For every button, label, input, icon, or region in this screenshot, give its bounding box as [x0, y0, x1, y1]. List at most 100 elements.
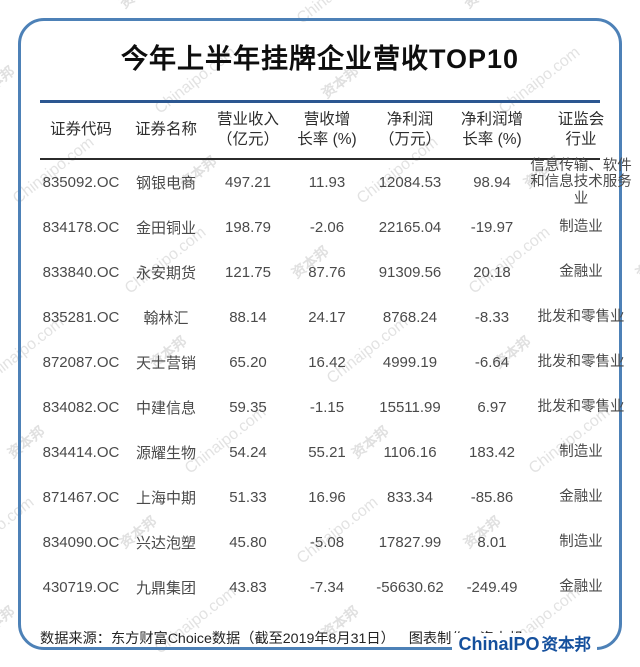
cell-text: -56630.62: [376, 579, 444, 596]
cell-text: 98.94: [473, 174, 511, 191]
column-header: 营收增长率 (%): [290, 105, 364, 155]
column-header-line2: 长率 (%): [462, 131, 522, 148]
cell-profit: 4999.19: [364, 340, 456, 385]
table-row: 871467.OC 上海中期 51.33 16.96 833.34 -85.86 金融业: [36, 475, 634, 520]
chinaipo-logo: ChinaIPO 资本邦: [452, 633, 597, 657]
cell-text: 中建信息: [135, 400, 196, 417]
cell-text: -249.49: [466, 579, 518, 596]
cell-industry: 制造业: [528, 205, 634, 250]
cell-name: 金田铜业: [126, 205, 206, 250]
cell-text: 183.42: [469, 444, 515, 461]
column-header-line1: 证券名称: [134, 120, 197, 138]
cell-name: 上海中期: [126, 475, 206, 520]
cell-text: 51.33: [229, 489, 267, 506]
logo-text-cn: 资本邦: [541, 636, 592, 654]
cell-profit: 833.34: [364, 475, 456, 520]
cell-text: 翰林汇: [143, 310, 189, 327]
cell-text: 834090.OC: [42, 534, 120, 551]
cell-text: 12084.53: [378, 174, 442, 191]
page-title: 今年上半年挂牌企业营收TOP10: [120, 44, 520, 74]
border-frame: 今年上半年挂牌企业营收TOP10 证券代码 证券名称 营业收入 （亿元） 营收增 长率 (…: [18, 18, 632, 657]
table-row: 834082.OC 中建信息 59.35 -1.15 15511.99 6.97 批发和零售…: [36, 385, 634, 430]
column-header: 证监会 行业: [528, 105, 634, 155]
cell-profit-growth: -85.86: [456, 475, 528, 520]
cell-profit-growth: 98.94: [456, 160, 528, 205]
cell-text: 91309.56: [378, 264, 442, 281]
cell-text: 11.93: [308, 174, 346, 191]
cell-revenue-growth: 16.42: [290, 340, 364, 385]
cell-text: 16.96: [308, 489, 346, 506]
cell-revenue-growth: -1.15: [290, 385, 364, 430]
column-header-line1: 净利润: [386, 110, 434, 128]
cell-industry: 信息传输、软件和信息技术服务业: [528, 158, 634, 207]
watermark-text-cn: 资本邦: [459, 0, 504, 13]
cell-profit: 91309.56: [364, 250, 456, 295]
cell-profit: 8768.24: [364, 295, 456, 340]
cell-text: 1106.16: [383, 444, 437, 461]
data-source-note: 数据来源：东方财富Choice数据（截至2019年8月31日）: [40, 631, 395, 647]
cell-industry: 制造业: [528, 520, 634, 565]
cell-industry: 批发和零售业: [528, 340, 634, 385]
table-row: 833840.OC 永安期货 121.75 87.76 91309.56 20.18 金融业: [36, 250, 634, 295]
table-footnote: 数据来源：东方财富Choice数据（截至2019年8月31日） 图表制作：资本邦: [40, 628, 522, 648]
cell-revenue: 88.14: [206, 295, 290, 340]
cell-profit-growth: -6.64: [456, 340, 528, 385]
table-header-divider: [40, 158, 600, 160]
cell-code: 872087.OC: [36, 340, 126, 385]
cell-text: 43.83: [229, 579, 267, 596]
cell-profit: 12084.53: [364, 160, 456, 205]
cell-profit-growth: -8.33: [456, 295, 528, 340]
cell-industry: 金融业: [528, 250, 634, 295]
table-header-row: 证券代码 证券名称 营业收入 （亿元） 营收增 长率 (%) 净利润 （万元） 净利润增 长率 (…: [36, 105, 634, 155]
cell-profit: 15511.99: [364, 385, 456, 430]
cell-text: 834082.OC: [42, 399, 120, 416]
cell-name: 永安期货: [126, 250, 206, 295]
table-row: 834090.OC 兴达泡塑 45.80 -5.08 17827.99 8.01 制造业: [36, 520, 634, 565]
cell-code: 834178.OC: [36, 205, 126, 250]
cell-text: -5.08: [309, 534, 345, 551]
table-row: 430719.OC 九鼎集团 43.83 -7.34 -56630.62 -249.49 金…: [36, 565, 634, 610]
cell-text: -2.06: [309, 219, 345, 236]
column-header-line2: 长率 (%): [297, 131, 357, 148]
cell-code: 835281.OC: [36, 295, 126, 340]
cell-revenue: 51.33: [206, 475, 290, 520]
cell-text: -7.34: [309, 579, 345, 596]
cell-revenue: 45.80: [206, 520, 290, 565]
cell-name: 兴达泡塑: [126, 520, 206, 565]
column-header: 证券名称: [126, 105, 206, 155]
cell-text: 24.17: [308, 309, 346, 326]
cell-profit: 22165.04: [364, 205, 456, 250]
cell-text: 835281.OC: [42, 309, 120, 326]
table-top-rule: [40, 100, 600, 103]
cell-industry: 批发和零售业: [528, 295, 634, 340]
cell-code: 834090.OC: [36, 520, 126, 565]
cell-text: 871467.OC: [42, 489, 120, 506]
cell-profit-growth: 8.01: [456, 520, 528, 565]
logo-text-en: ChinaIPO: [458, 634, 540, 654]
column-header-line2: （万元）: [378, 131, 441, 148]
cell-text: 430719.OC: [42, 579, 120, 596]
cell-revenue: 54.24: [206, 430, 290, 475]
cell-text: 15511.99: [379, 399, 441, 416]
table-row: 872087.OC 天士营销 65.20 16.42 4999.19 -6.64 批发和零售…: [36, 340, 634, 385]
cell-revenue: 198.79: [206, 205, 290, 250]
cell-text: 批发和零售业: [537, 354, 625, 371]
cell-name: 九鼎集团: [126, 565, 206, 610]
table-row: 835092.OC 钢银电商 497.21 11.93 12084.53 98.94 信息传…: [36, 158, 634, 207]
column-header-line1: 营收增: [303, 110, 351, 128]
cell-revenue-growth: 87.76: [290, 250, 364, 295]
cell-revenue-growth: -7.34: [290, 565, 364, 610]
cell-revenue: 65.20: [206, 340, 290, 385]
cell-revenue-growth: 11.93: [290, 160, 364, 205]
cell-text: 金融业: [559, 579, 603, 596]
cell-profit: 1106.16: [364, 430, 456, 475]
cell-profit-growth: -19.97: [456, 205, 528, 250]
cell-name: 中建信息: [126, 385, 206, 430]
cell-text: 4999.19: [382, 354, 438, 371]
cell-text: 22165.04: [378, 219, 442, 236]
column-header-line1: 证监会: [557, 110, 605, 128]
cell-profit-growth: 20.18: [456, 250, 528, 295]
column-header: 净利润增 长率 (%): [456, 105, 528, 155]
cell-text: -6.64: [474, 354, 510, 371]
cell-industry: 金融业: [528, 475, 634, 520]
